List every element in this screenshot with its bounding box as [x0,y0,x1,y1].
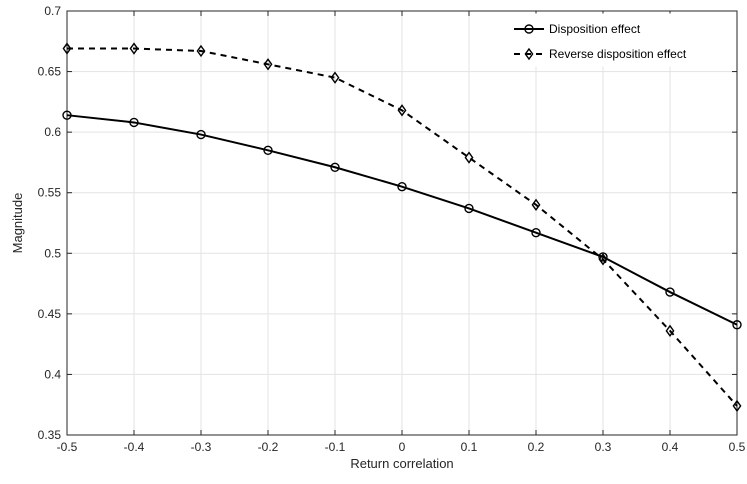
series-reverse-disposition [62,42,742,413]
series-disposition [62,110,742,330]
x-axis-title: Return correlation [350,456,453,471]
x-tick-label: -0.1 [325,440,346,454]
data-point-circle [263,145,273,156]
y-tick-label: 0.4 [44,367,61,381]
x-tick-label: -0.3 [191,440,212,454]
y-tick-label: 0.6 [44,125,61,139]
data-point-circle [196,129,206,140]
y-tick-label: 0.35 [38,428,62,442]
data-point-diamond [62,42,72,55]
y-tick-label: 0.45 [38,307,62,321]
data-point-diamond [129,42,139,55]
legend-label-reverse-disposition: Reverse disposition effect [549,47,687,61]
legend-diamond-marker-icon [524,47,534,61]
y-tick-label: 0.7 [44,4,61,18]
y-tick-label: 0.65 [38,65,62,79]
data-point-diamond [464,151,474,164]
axis-ticks: -0.5 -0.4 -0.3 -0.2 -0.1 0 0.1 0.2 0.3 0.4 0.5 0.35… [38,4,746,454]
data-point-circle [732,320,742,330]
data-point-circle [62,110,72,120]
legend-box [506,13,734,67]
y-tick-label: 0.5 [44,246,61,260]
x-tick-label: 0.3 [595,440,612,454]
data-point-diamond [665,324,675,338]
data-point-circle [330,162,340,172]
series-line [67,47,738,407]
legend: Disposition effect Reverse disposition e… [506,13,734,67]
x-tick-label: 0 [399,440,406,454]
data-point-diamond [732,399,742,413]
data-point-circle [531,227,541,238]
data-point-circle [397,181,407,192]
data-point-circle [464,203,474,214]
data-point-diamond [330,71,340,84]
x-tick-label: 0.2 [528,440,545,454]
series-line [66,114,738,326]
y-tick-label: 0.55 [38,186,62,200]
y-axis-title: Magnitude [10,193,25,254]
x-tick-label: 0.5 [729,440,746,454]
data-point-circle [129,117,139,128]
data-point-diamond [196,44,206,58]
x-tick-label: -0.4 [124,440,145,454]
x-tick-label: -0.2 [258,440,279,454]
x-tick-label: 0.1 [461,440,478,454]
data-point-circle [598,252,608,262]
data-point-circle [665,287,675,297]
data-point-diamond [397,104,407,117]
data-point-diamond [531,198,541,212]
legend-circle-marker-icon [524,24,534,34]
legend-entry-reverse-disposition: Reverse disposition effect [514,47,687,61]
series-layer [62,42,742,413]
x-tick-label: 0.4 [662,440,679,454]
x-tick-label: -0.5 [57,440,78,454]
legend-label-disposition: Disposition effect [549,22,641,36]
legend-entry-disposition: Disposition effect [514,22,641,36]
data-point-diamond [263,58,273,71]
data-point-diamond [598,253,608,266]
